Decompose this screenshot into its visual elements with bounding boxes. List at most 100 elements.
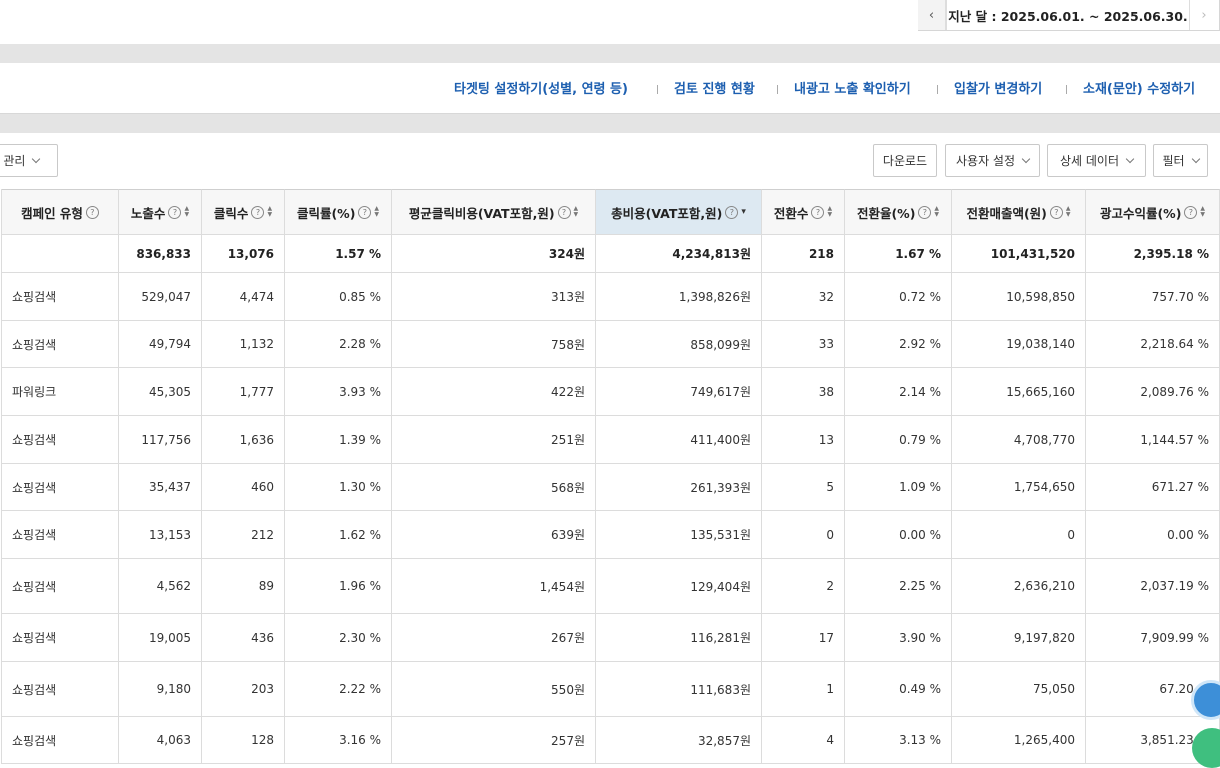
date-box	[918, 0, 1220, 31]
total-cell: 13,076	[202, 235, 285, 273]
column-header[interactable]: 평균클릭비용(VAT포함,원)? ▲ ▼	[392, 189, 596, 235]
column-header[interactable]: 전환매출액(원)? ▲ ▼	[952, 189, 1086, 235]
toolbar-button[interactable]: 필터	[1153, 144, 1208, 177]
header-label: 평균클릭비용(VAT포함,원)	[408, 205, 555, 221]
campaign-type: 쇼핑검색	[2, 511, 119, 559]
data-cell: 117,756	[119, 416, 202, 464]
ad-helper-icon[interactable]	[1191, 680, 1220, 720]
data-cell: 45,305	[119, 368, 202, 416]
data-cell: 17	[762, 614, 845, 662]
action-link[interactable]: 내광고 노출 확인하기	[794, 82, 911, 97]
column-header[interactable]: 클릭률(%)? ▲ ▼	[285, 189, 392, 235]
data-cell: 0.49 %	[845, 662, 952, 717]
data-cell: 49,794	[119, 321, 202, 368]
data-cell: 2.14 %	[845, 368, 952, 416]
toolbar-button[interactable]: 사용자 설정	[945, 144, 1040, 177]
data-cell: 0	[952, 511, 1086, 559]
data-cell: 671.27 %	[1086, 464, 1220, 511]
data-cell: 15,665,160	[952, 368, 1086, 416]
gray-band	[0, 44, 1220, 63]
campaign-type: 쇼핑검색	[2, 321, 119, 368]
data-cell: 0	[762, 511, 845, 559]
data-cell: 1,132	[202, 321, 285, 368]
data-cell: 2,636,210	[952, 559, 1086, 614]
data-cell: 3.13 %	[845, 717, 952, 764]
data-cell: 7,909.99 %	[1086, 614, 1220, 662]
button-label: 상세 데이터	[1059, 154, 1119, 168]
data-cell: 261,393원	[596, 464, 762, 511]
campaign-type: 쇼핑검색	[2, 464, 119, 511]
button-label: 사용자 설정	[955, 154, 1015, 168]
data-cell: 4	[762, 717, 845, 764]
data-cell: 5	[762, 464, 845, 511]
data-cell: 460	[202, 464, 285, 511]
data-cell: 1.30 %	[285, 464, 392, 511]
data-cell: 128	[202, 717, 285, 764]
data-cell: 89	[202, 559, 285, 614]
column-header[interactable]: 총비용(VAT포함,원)? ▾	[596, 189, 762, 235]
link-separator	[937, 85, 938, 94]
data-cell: 4,474	[202, 273, 285, 321]
campaign-type: 쇼핑검색	[2, 416, 119, 464]
column-header[interactable]: 노출수? ▲ ▼	[119, 189, 202, 235]
column-header[interactable]: 전환수? ▲ ▼	[762, 189, 845, 235]
action-link[interactable]: 입찰가 변경하기	[954, 82, 1043, 97]
campaign-type: 쇼핑검색	[2, 273, 119, 321]
data-cell: 0.72 %	[845, 273, 952, 321]
data-cell: 203	[202, 662, 285, 717]
data-cell: 75,050	[952, 662, 1086, 717]
action-link[interactable]: 검토 진행 현황	[674, 82, 755, 97]
total-cell	[2, 235, 119, 273]
column-header[interactable]: 전환율(%)? ▲ ▼	[845, 189, 952, 235]
data-cell: 2.25 %	[845, 559, 952, 614]
total-cell: 101,431,520	[952, 235, 1086, 273]
column-header[interactable]: 광고수익률(%)? ▲ ▼	[1086, 189, 1220, 235]
date-range: 지난 달 : 2025.06.01. ~ 2025.06.30.	[946, 0, 1190, 30]
data-cell: 0.85 %	[285, 273, 392, 321]
action-link[interactable]: 소재(문안) 수정하기	[1083, 82, 1196, 97]
data-cell: 35,437	[119, 464, 202, 511]
data-cell: 111,683원	[596, 662, 762, 717]
total-cell: 1.57 %	[285, 235, 392, 273]
data-cell: 257원	[392, 717, 596, 764]
data-cell: 1,265,400	[952, 717, 1086, 764]
action-link[interactable]: 타겟팅 설정하기(성별, 연령 등)	[454, 82, 628, 97]
data-cell: 3.93 %	[285, 368, 392, 416]
data-cell: 568원	[392, 464, 596, 511]
data-cell: 639원	[392, 511, 596, 559]
data-cell: 1.62 %	[285, 511, 392, 559]
header-label: 전환율(%)	[856, 205, 916, 221]
campaign-dropdown[interactable]: 인 관리	[0, 144, 58, 177]
prev-month[interactable]: ‹	[918, 0, 946, 30]
column-header[interactable]: 캠페인 유형?	[2, 189, 119, 235]
data-cell: 0.00 %	[845, 511, 952, 559]
header-label: 전환매출액(원)	[966, 205, 1047, 221]
header-label: 클릭수	[213, 205, 249, 221]
chat-helper-icon[interactable]	[1192, 728, 1220, 768]
data-cell: 0.00 %	[1086, 511, 1220, 559]
data-cell: 3.16 %	[285, 717, 392, 764]
total-cell: 836,833	[119, 235, 202, 273]
data-cell: 129,404원	[596, 559, 762, 614]
toolbar-button[interactable]: 다운로드	[873, 144, 937, 177]
toolbar-button[interactable]: 상세 데이터	[1047, 144, 1146, 177]
next-month[interactable]: ›	[1201, 7, 1207, 23]
data-cell: 529,047	[119, 273, 202, 321]
data-cell: 32,857원	[596, 717, 762, 764]
data-cell: 1.09 %	[845, 464, 952, 511]
data-cell: 422원	[392, 368, 596, 416]
data-cell: 2.28 %	[285, 321, 392, 368]
header-label: 노출수	[130, 205, 166, 221]
total-cell: 324원	[392, 235, 596, 273]
data-cell: 1,398,826원	[596, 273, 762, 321]
data-cell: 19,005	[119, 614, 202, 662]
data-cell: 2.22 %	[285, 662, 392, 717]
column-header[interactable]: 클릭수? ▲ ▼	[202, 189, 285, 235]
data-cell: 2,037.19 %	[1086, 559, 1220, 614]
link-separator	[657, 85, 658, 94]
campaign-type: 쇼핑검색	[2, 662, 119, 717]
link-separator	[777, 85, 778, 94]
campaign-type: 쇼핑검색	[2, 614, 119, 662]
data-cell: 33	[762, 321, 845, 368]
